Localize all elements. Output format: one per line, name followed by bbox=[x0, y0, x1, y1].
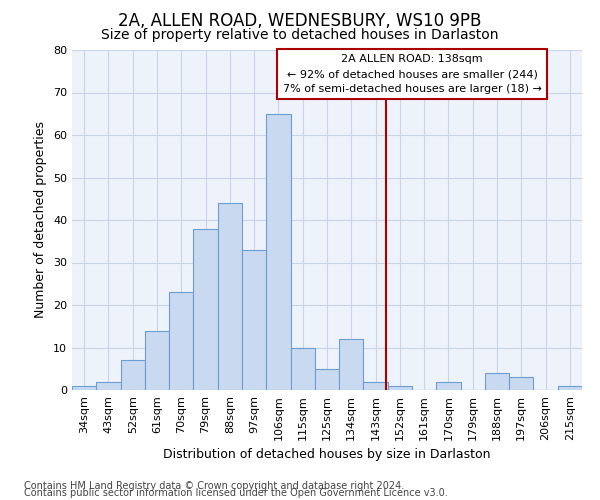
Bar bbox=[509, 378, 533, 390]
Bar bbox=[96, 382, 121, 390]
Bar bbox=[193, 228, 218, 390]
Bar bbox=[364, 382, 388, 390]
X-axis label: Distribution of detached houses by size in Darlaston: Distribution of detached houses by size … bbox=[163, 448, 491, 461]
Bar bbox=[72, 386, 96, 390]
Text: Contains public sector information licensed under the Open Government Licence v3: Contains public sector information licen… bbox=[24, 488, 448, 498]
Bar bbox=[558, 386, 582, 390]
Text: Size of property relative to detached houses in Darlaston: Size of property relative to detached ho… bbox=[101, 28, 499, 42]
Bar bbox=[169, 292, 193, 390]
Bar bbox=[290, 348, 315, 390]
Bar bbox=[339, 339, 364, 390]
Bar bbox=[218, 203, 242, 390]
Bar bbox=[315, 369, 339, 390]
Text: 2A, ALLEN ROAD, WEDNESBURY, WS10 9PB: 2A, ALLEN ROAD, WEDNESBURY, WS10 9PB bbox=[118, 12, 482, 30]
Bar bbox=[266, 114, 290, 390]
Bar bbox=[436, 382, 461, 390]
Bar bbox=[145, 330, 169, 390]
Bar bbox=[121, 360, 145, 390]
Bar bbox=[388, 386, 412, 390]
Bar bbox=[485, 373, 509, 390]
Text: 2A ALLEN ROAD: 138sqm
← 92% of detached houses are smaller (244)
7% of semi-deta: 2A ALLEN ROAD: 138sqm ← 92% of detached … bbox=[283, 54, 541, 94]
Y-axis label: Number of detached properties: Number of detached properties bbox=[34, 122, 47, 318]
Bar bbox=[242, 250, 266, 390]
Text: Contains HM Land Registry data © Crown copyright and database right 2024.: Contains HM Land Registry data © Crown c… bbox=[24, 481, 404, 491]
